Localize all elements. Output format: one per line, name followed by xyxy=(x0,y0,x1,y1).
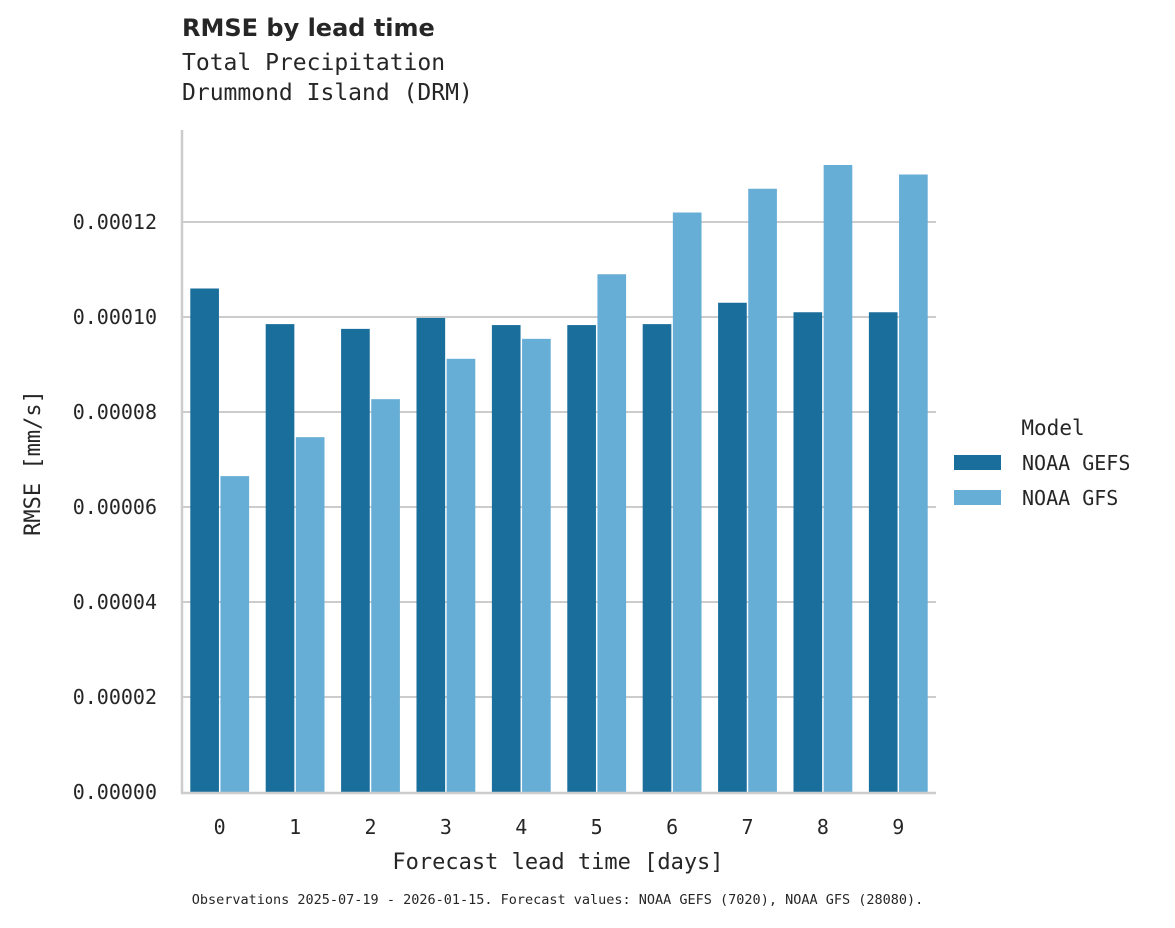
y-gridlines xyxy=(182,221,936,698)
x-tick-label: 0 xyxy=(214,815,226,839)
y-tick-label: 0.00012 xyxy=(73,210,157,234)
legend-label-gfs: NOAA GFS xyxy=(1022,486,1118,510)
bar-gefs-day-0 xyxy=(190,288,219,792)
legend-label-gefs: NOAA GEFS xyxy=(1022,451,1130,475)
footnote: Observations 2025-07-19 - 2026-01-15. Fo… xyxy=(191,892,924,908)
legend-swatch-gefs xyxy=(954,455,1001,470)
legend: Model NOAA GEFS NOAA GFS xyxy=(954,416,1130,510)
x-tick-label: 5 xyxy=(591,815,603,839)
bar-gfs-day-4 xyxy=(522,338,551,792)
chart-subtitle-variable: Total Precipitation xyxy=(182,50,446,76)
x-tick-label: 1 xyxy=(289,815,301,839)
x-tick-label: 3 xyxy=(440,815,452,839)
bar-series xyxy=(190,165,928,792)
bar-gfs-day-8 xyxy=(823,165,853,792)
bar-gefs-day-5 xyxy=(567,325,596,792)
axes xyxy=(180,130,936,795)
bar-gfs-day-7 xyxy=(748,188,777,792)
bar-gfs-day-5 xyxy=(597,274,627,792)
x-tick-label: 6 xyxy=(666,815,678,839)
x-tick-labels: 0 1 2 3 4 5 6 7 8 9 xyxy=(214,815,905,839)
legend-swatch-gfs xyxy=(954,490,1001,505)
y-tick-label: 0.00010 xyxy=(73,305,157,329)
chart-title: RMSE by lead time xyxy=(182,14,435,42)
bar-gfs-day-6 xyxy=(672,212,702,792)
chart-subtitle-station: Drummond Island (DRM) xyxy=(182,80,473,106)
bar-gfs-day-9 xyxy=(899,174,928,792)
y-tick-label: 0.00004 xyxy=(73,590,157,614)
y-tick-label: 0.00006 xyxy=(73,495,157,519)
bar-gfs-day-1 xyxy=(295,437,325,792)
bar-gefs-day-9 xyxy=(868,312,898,792)
bar-gefs-day-8 xyxy=(793,312,823,792)
bar-gefs-day-2 xyxy=(341,328,370,792)
bar-gefs-day-6 xyxy=(642,324,672,792)
x-tick-label: 9 xyxy=(892,815,904,839)
bar-gfs-day-2 xyxy=(371,399,400,792)
y-tick-label: 0.00000 xyxy=(73,780,157,804)
bar-gfs-day-0 xyxy=(220,476,250,792)
y-axis-label: RMSE [mm/s] xyxy=(21,390,46,536)
x-axis-label: Forecast lead time [days] xyxy=(392,850,723,875)
y-tick-label: 0.00002 xyxy=(73,685,157,709)
y-tick-label: 0.00008 xyxy=(73,400,157,424)
bar-gefs-day-1 xyxy=(265,324,295,792)
x-tick-label: 8 xyxy=(817,815,829,839)
bar-gefs-day-3 xyxy=(416,317,446,792)
bar-gfs-day-3 xyxy=(446,358,476,792)
bar-gefs-day-4 xyxy=(491,325,521,792)
y-tick-labels: 0.00000 0.00002 0.00004 0.00006 0.00008 0.000… xyxy=(73,210,157,804)
bar-gefs-day-7 xyxy=(718,302,747,792)
x-tick-label: 7 xyxy=(741,815,753,839)
x-tick-label: 4 xyxy=(515,815,527,839)
legend-title: Model xyxy=(1021,416,1084,440)
x-tick-label: 2 xyxy=(364,815,376,839)
